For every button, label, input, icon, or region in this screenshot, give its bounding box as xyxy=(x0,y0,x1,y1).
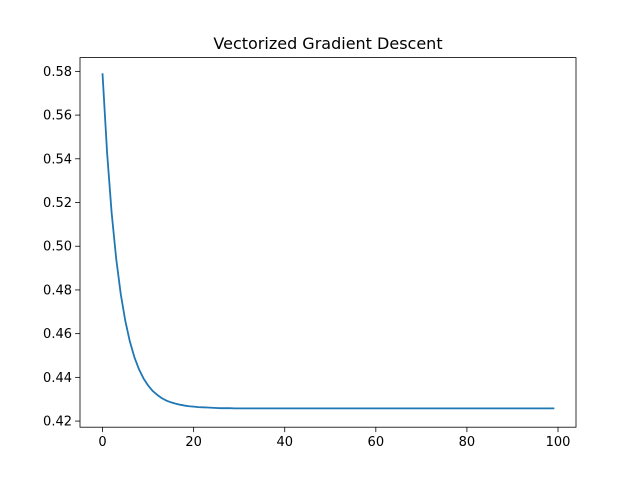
y-tick-label: 0.56 xyxy=(43,109,72,124)
y-tick-label: 0.50 xyxy=(43,240,72,255)
x-tick-label: 40 xyxy=(276,435,293,450)
x-tick-label: 20 xyxy=(185,435,202,450)
x-axis: 0 20 40 60 80 100 xyxy=(98,427,570,450)
y-tick-label: 0.44 xyxy=(43,371,72,386)
chart-title: Vectorized Gradient Descent xyxy=(213,34,442,53)
y-tick-label: 0.58 xyxy=(43,65,72,80)
y-tick-label: 0.46 xyxy=(43,327,72,342)
x-tick-label: 60 xyxy=(368,435,385,450)
y-tick-label: 0.54 xyxy=(43,152,72,167)
series-line xyxy=(101,73,555,410)
x-tick-label: 0 xyxy=(98,435,106,450)
y-tick-label: 0.48 xyxy=(43,283,72,298)
axes-frame xyxy=(79,57,577,428)
plot-area xyxy=(101,73,555,410)
y-axis: 0.42 0.44 0.46 0.48 0.50 0.52 0.54 0.56 0.58 xyxy=(43,65,80,430)
x-tick-label: 80 xyxy=(459,435,476,450)
y-tick-label: 0.42 xyxy=(43,415,72,430)
y-tick-label: 0.52 xyxy=(43,196,72,211)
x-tick-label: 100 xyxy=(546,435,571,450)
